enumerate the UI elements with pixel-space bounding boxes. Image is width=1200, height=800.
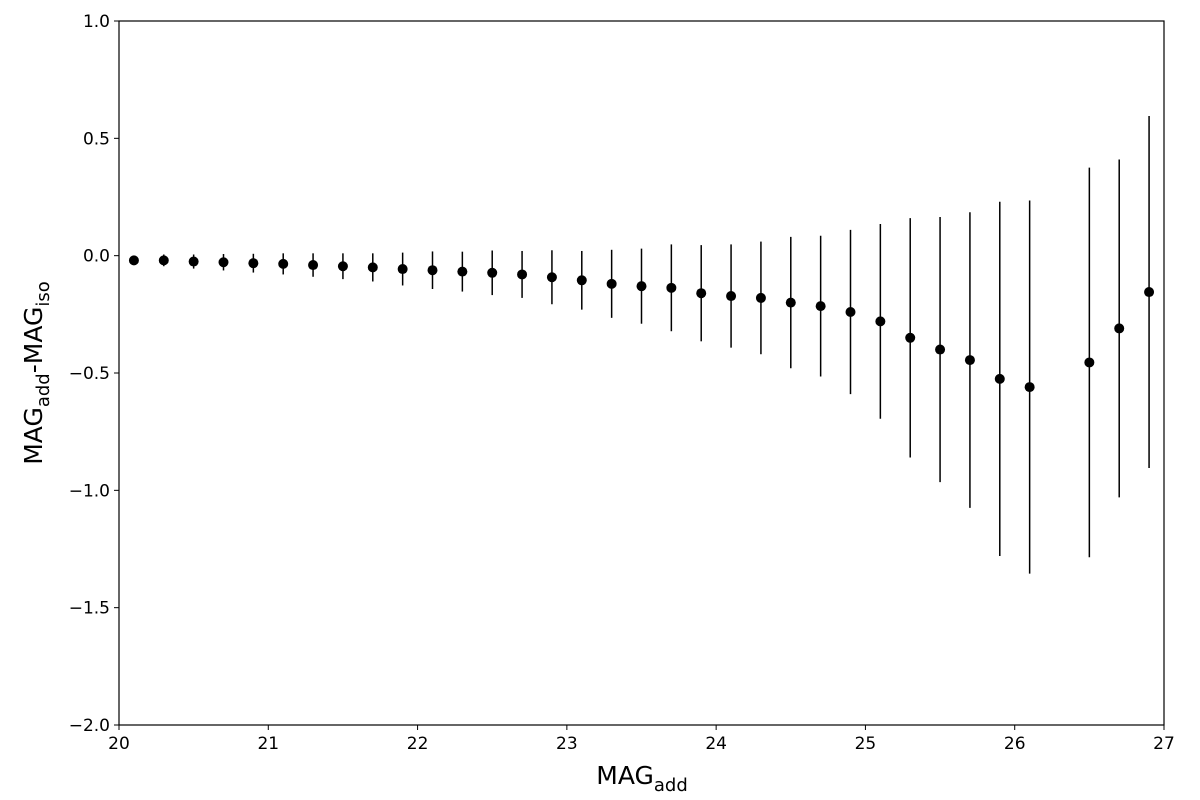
x-label-sub: add bbox=[654, 775, 688, 796]
x-tick-label: 22 bbox=[407, 734, 429, 754]
point bbox=[546, 272, 557, 283]
x-tick-label: 23 bbox=[556, 734, 578, 754]
point bbox=[397, 264, 408, 275]
point bbox=[128, 255, 139, 266]
y-label-part: MAG bbox=[19, 407, 48, 465]
y-tick-label: 0.5 bbox=[83, 129, 110, 149]
y-tick-label: −0.5 bbox=[69, 364, 110, 384]
point bbox=[278, 258, 289, 269]
y-axis-label: MAGadd-MAGiso bbox=[19, 281, 54, 465]
point bbox=[427, 265, 438, 276]
point bbox=[994, 373, 1005, 384]
point bbox=[218, 257, 229, 268]
x-tick-label: 26 bbox=[1004, 734, 1026, 754]
point bbox=[337, 261, 348, 272]
point bbox=[726, 291, 737, 302]
point bbox=[1144, 287, 1155, 298]
point bbox=[785, 297, 796, 308]
x-tick-label: 25 bbox=[855, 734, 877, 754]
x-tick-label: 21 bbox=[257, 734, 279, 754]
point bbox=[248, 258, 259, 269]
x-tick-label: 24 bbox=[705, 734, 727, 754]
point bbox=[636, 281, 647, 292]
point bbox=[905, 332, 916, 343]
y-label-part: -MAG bbox=[19, 307, 48, 374]
point bbox=[666, 282, 677, 293]
point bbox=[158, 255, 169, 266]
point bbox=[606, 278, 617, 289]
point bbox=[1114, 323, 1125, 334]
point bbox=[576, 275, 587, 286]
point bbox=[964, 355, 975, 366]
point bbox=[845, 306, 856, 317]
point bbox=[1024, 382, 1035, 393]
y-tick-label: −2.0 bbox=[69, 716, 110, 736]
point bbox=[935, 344, 946, 355]
point bbox=[755, 292, 766, 303]
point bbox=[367, 262, 378, 273]
y-tick-label: −1.5 bbox=[69, 599, 110, 619]
point bbox=[875, 316, 886, 327]
point bbox=[487, 267, 498, 278]
y-tick-label: 0.0 bbox=[83, 247, 110, 267]
x-tick-label: 20 bbox=[108, 734, 130, 754]
y-tick-label: 1.0 bbox=[83, 12, 110, 32]
point bbox=[457, 266, 468, 277]
y-label-sub: add bbox=[33, 373, 54, 407]
x-axis-label: MAGadd bbox=[596, 761, 688, 796]
point bbox=[696, 288, 707, 299]
point bbox=[815, 301, 826, 312]
point bbox=[1084, 357, 1095, 368]
y-tick-label: −1.0 bbox=[69, 481, 110, 501]
x-tick-label: 27 bbox=[1153, 734, 1175, 754]
point bbox=[308, 260, 319, 271]
y-label-sub: iso bbox=[33, 281, 54, 306]
point bbox=[188, 256, 199, 267]
point bbox=[517, 269, 528, 280]
plot-frame bbox=[118, 20, 1165, 726]
x-label-main: MAG bbox=[596, 761, 654, 790]
